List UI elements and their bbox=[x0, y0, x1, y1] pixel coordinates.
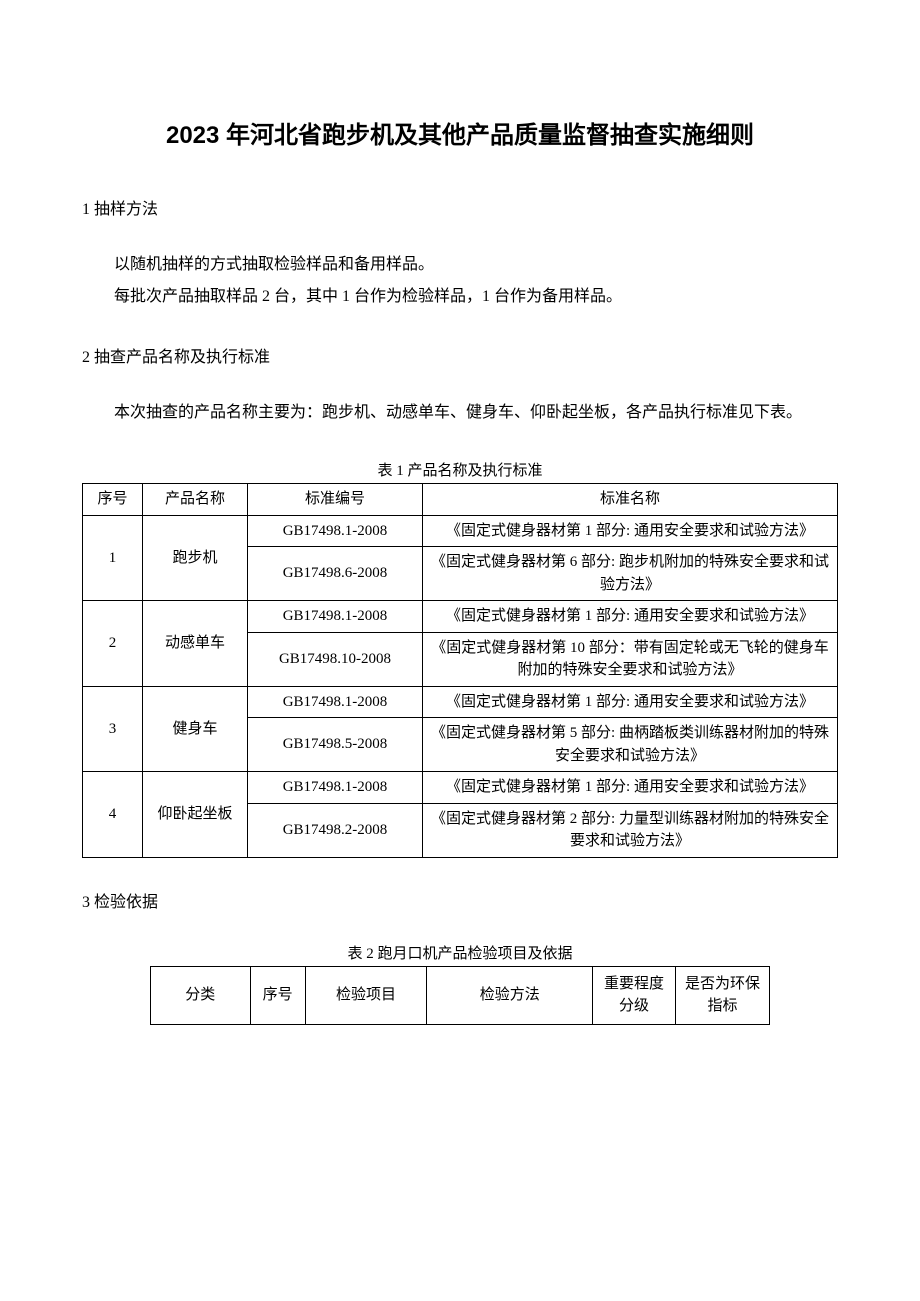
col-header-level: 重要程度分级 bbox=[593, 966, 676, 1024]
col-header-category: 分类 bbox=[151, 966, 250, 1024]
cell-seq: 1 bbox=[83, 515, 143, 601]
section1-heading: 1 抽样方法 bbox=[82, 195, 838, 219]
cell-code: GB17498.5-2008 bbox=[248, 718, 423, 772]
cell-stdname: 《固定式健身器材第 1 部分: 通用安全要求和试验方法》 bbox=[423, 601, 838, 633]
section2-para1: 本次抽查的产品名称主要为：跑步机、动感单车、健身车、仰卧起坐板，各产品执行标准见… bbox=[82, 397, 838, 429]
cell-code: GB17498.1-2008 bbox=[248, 686, 423, 718]
cell-code: GB17498.2-2008 bbox=[248, 803, 423, 857]
col-header-seq: 序号 bbox=[250, 966, 305, 1024]
cell-stdname: 《固定式健身器材第 6 部分: 跑步机附加的特殊安全要求和试验方法》 bbox=[423, 547, 838, 601]
cell-seq: 3 bbox=[83, 686, 143, 772]
cell-code: GB17498.1-2008 bbox=[248, 772, 423, 804]
table2-caption: 表 2 跑月口机产品检验项目及依据 bbox=[82, 942, 838, 963]
col-header-item: 检验项目 bbox=[305, 966, 427, 1024]
page-title: 2023 年河北省跑步机及其他产品质量监督抽查实施细则 bbox=[82, 115, 838, 150]
cell-stdname: 《固定式健身器材第 2 部分: 力量型训练器材附加的特殊安全要求和试验方法》 bbox=[423, 803, 838, 857]
section1-para2: 每批次产品抽取样品 2 台，其中 1 台作为检验样品，1 台作为备用样品。 bbox=[82, 281, 838, 313]
cell-stdname: 《固定式健身器材第 1 部分: 通用安全要求和试验方法》 bbox=[423, 515, 838, 547]
cell-code: GB17498.10-2008 bbox=[248, 632, 423, 686]
table1-caption: 表 1 产品名称及执行标准 bbox=[82, 459, 838, 480]
cell-product: 动感单车 bbox=[143, 601, 248, 687]
table-row: 3 健身车 GB17498.1-2008 《固定式健身器材第 1 部分: 通用安… bbox=[83, 686, 838, 718]
cell-product: 健身车 bbox=[143, 686, 248, 772]
col-header-method: 检验方法 bbox=[427, 966, 593, 1024]
cell-code: GB17498.6-2008 bbox=[248, 547, 423, 601]
table-row: 1 跑步机 GB17498.1-2008 《固定式健身器材第 1 部分: 通用安… bbox=[83, 515, 838, 547]
cell-code: GB17498.1-2008 bbox=[248, 601, 423, 633]
col-header-name: 产品名称 bbox=[143, 484, 248, 516]
standards-table: 序号 产品名称 标准编号 标准名称 1 跑步机 GB17498.1-2008 《… bbox=[82, 483, 838, 858]
col-header-env: 是否为环保指标 bbox=[675, 966, 769, 1024]
section2-heading: 2 抽查产品名称及执行标准 bbox=[82, 343, 838, 367]
inspection-table: 分类 序号 检验项目 检验方法 重要程度分级 是否为环保指标 bbox=[150, 966, 770, 1025]
cell-seq: 2 bbox=[83, 601, 143, 687]
cell-product: 仰卧起坐板 bbox=[143, 772, 248, 858]
col-header-seq: 序号 bbox=[83, 484, 143, 516]
cell-stdname: 《固定式健身器材第 10 部分：带有固定轮或无飞轮的健身车附加的特殊安全要求和试… bbox=[423, 632, 838, 686]
col-header-stdname: 标准名称 bbox=[423, 484, 838, 516]
table-row: 4 仰卧起坐板 GB17498.1-2008 《固定式健身器材第 1 部分: 通… bbox=[83, 772, 838, 804]
section1-para1: 以随机抽样的方式抽取检验样品和备用样品。 bbox=[82, 249, 838, 281]
cell-stdname: 《固定式健身器材第 1 部分: 通用安全要求和试验方法》 bbox=[423, 686, 838, 718]
col-header-code: 标准编号 bbox=[248, 484, 423, 516]
table-header-row: 序号 产品名称 标准编号 标准名称 bbox=[83, 484, 838, 516]
cell-seq: 4 bbox=[83, 772, 143, 858]
table-row: 2 动感单车 GB17498.1-2008 《固定式健身器材第 1 部分: 通用… bbox=[83, 601, 838, 633]
cell-stdname: 《固定式健身器材第 5 部分: 曲柄踏板类训练器材附加的特殊安全要求和试验方法》 bbox=[423, 718, 838, 772]
table-header-row: 分类 序号 检验项目 检验方法 重要程度分级 是否为环保指标 bbox=[151, 966, 770, 1024]
section3-heading: 3 检验依据 bbox=[82, 888, 838, 912]
cell-product: 跑步机 bbox=[143, 515, 248, 601]
cell-code: GB17498.1-2008 bbox=[248, 515, 423, 547]
cell-stdname: 《固定式健身器材第 1 部分: 通用安全要求和试验方法》 bbox=[423, 772, 838, 804]
